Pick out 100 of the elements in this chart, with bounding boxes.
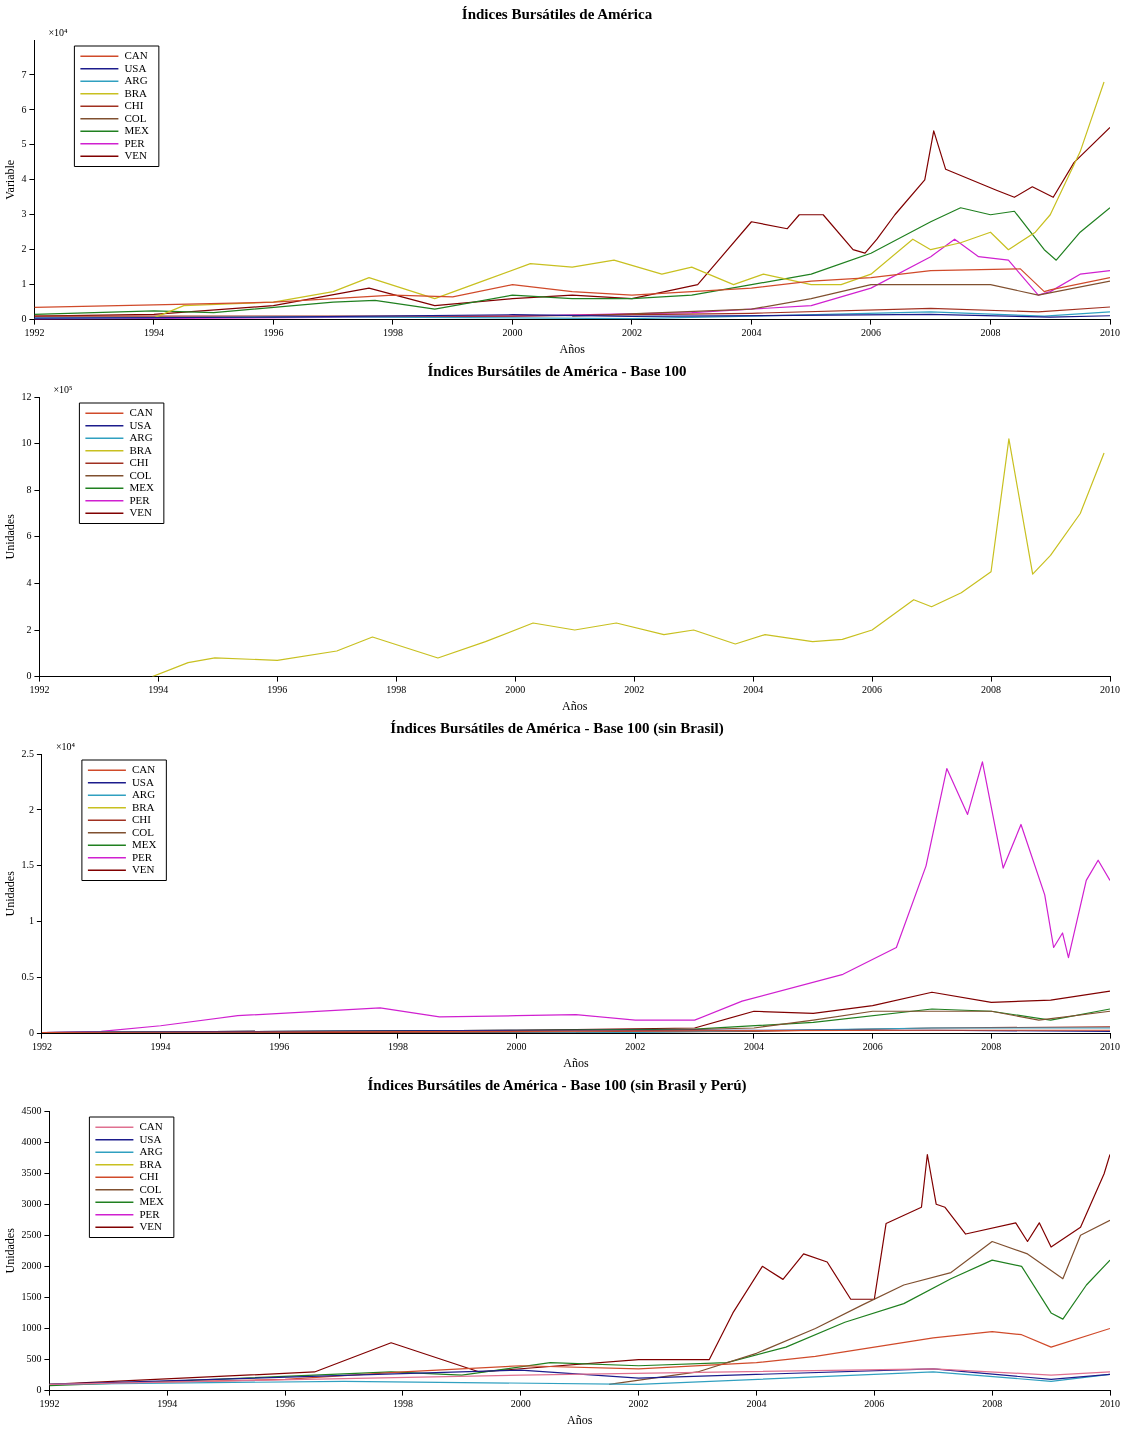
y-tick-label: 0: [36, 1384, 42, 1396]
x-tick-label: 2006: [860, 327, 881, 339]
legend-label: CHI: [129, 456, 149, 469]
x-tick-label: 1998: [382, 327, 403, 339]
x-tick-label: 2002: [621, 327, 642, 339]
x-tick-label: 1998: [392, 1398, 413, 1410]
x-tick-label: 1992: [24, 327, 45, 339]
legend-label: VEN: [129, 506, 153, 519]
legend-label: ARG: [131, 788, 156, 801]
x-tick-label: 2004: [743, 1041, 764, 1053]
legend-label: CAN: [131, 763, 156, 776]
y-tick-label: 6: [21, 103, 27, 115]
y-tick-label: 6: [26, 530, 32, 542]
legend-label: USA: [129, 418, 152, 431]
legend-label: CAN: [129, 406, 153, 419]
x-tick-label: 1994: [143, 327, 164, 339]
legend-label: COL: [131, 825, 155, 838]
chart-title: Índices Bursátiles de América - Base 100 (sin Brasil): [390, 719, 724, 737]
y-tick-label: 2500: [21, 1228, 42, 1240]
x-tick-label: 2002: [628, 1398, 649, 1410]
x-axis-title: Años: [563, 1055, 589, 1070]
y-tick-label: 1500: [21, 1291, 42, 1303]
x-tick-label: 1994: [150, 1041, 171, 1053]
x-tick-label: 1998: [386, 684, 407, 696]
legend-label: BRA: [124, 86, 148, 99]
y-axis-title: Unidades: [3, 870, 18, 917]
x-tick-label: 2008: [981, 1041, 1002, 1053]
legend-label: BRA: [131, 800, 155, 813]
legend-label: MEX: [129, 481, 154, 494]
x-tick-label: 2006: [864, 1398, 885, 1410]
x-tick-label: 1996: [275, 1398, 296, 1410]
y-tick-label: 4: [21, 173, 27, 185]
legend-label: PER: [139, 1207, 161, 1220]
y-tick-label: 2: [21, 243, 27, 255]
legend-label: CHI: [139, 1170, 159, 1183]
y-tick-label: 10: [21, 437, 32, 449]
legend-label: PER: [124, 136, 146, 149]
legend-label: ARG: [139, 1145, 163, 1158]
y-tick-label: 1: [21, 278, 27, 290]
legend-label: PER: [131, 850, 153, 863]
x-tick-label: 1996: [269, 1041, 290, 1053]
y-tick-label: 5: [21, 138, 27, 150]
x-tick-label: 1998: [387, 1041, 408, 1053]
x-tick-label: 2000: [510, 1398, 531, 1410]
x-tick-label: 1992: [31, 1041, 52, 1053]
text: ×10⁴: [55, 740, 76, 752]
x-axis-title: Años: [567, 1412, 593, 1427]
y-tick-label: 4: [26, 577, 32, 589]
legend-label: MEX: [124, 124, 149, 137]
y-tick-label: 2: [26, 623, 32, 635]
y-tick-label: 8: [26, 483, 32, 495]
x-tick-label: 2010: [1100, 684, 1120, 696]
legend-label: ARG: [129, 431, 153, 444]
x-tick-label: 2006: [862, 684, 883, 696]
y-tick-label: 12: [21, 390, 32, 402]
legend-label: CHI: [131, 813, 152, 826]
x-tick-label: 2004: [743, 684, 764, 696]
legend-label: MEX: [139, 1195, 164, 1208]
legend-label: COL: [129, 468, 152, 481]
y-tick-label: 500: [26, 1353, 42, 1365]
x-tick-label: 2010: [1100, 1398, 1120, 1410]
legend-label: MEX: [131, 838, 157, 851]
y-tick-label: 7: [21, 68, 27, 80]
x-tick-label: 2004: [741, 327, 762, 339]
y-tick-label: 3: [21, 208, 27, 220]
x-tick-label: 2008: [982, 1398, 1003, 1410]
x-tick-label: 1994: [148, 684, 169, 696]
x-tick-label: 1996: [263, 327, 284, 339]
y-tick-label: 0: [28, 1027, 34, 1039]
legend-label: COL: [139, 1182, 162, 1195]
x-tick-label: 2010: [1100, 1041, 1120, 1053]
legend-label: CHI: [124, 99, 144, 112]
y-tick-label: 0: [21, 313, 27, 325]
x-tick-label: 2004: [746, 1398, 767, 1410]
x-tick-label: 2000: [506, 1041, 527, 1053]
x-tick-label: 2006: [862, 1041, 883, 1053]
legend-label: COL: [124, 111, 147, 124]
y-tick-label: 0.5: [21, 971, 34, 983]
legend-label: ARG: [124, 74, 148, 87]
y-tick-label: 2000: [21, 1259, 42, 1271]
x-tick-label: 2000: [505, 684, 526, 696]
x-axis-title: Años: [562, 698, 588, 713]
y-axis-title: Variable: [3, 159, 18, 200]
y-tick-label: 1000: [21, 1322, 42, 1334]
x-axis-title: Años: [559, 341, 586, 356]
chart-title: Índices Bursátiles de América: [461, 5, 653, 22]
x-tick-label: 2008: [981, 684, 1002, 696]
x-tick-label: 2000: [502, 327, 523, 339]
legend-label: BRA: [139, 1157, 163, 1170]
x-tick-label: 1992: [39, 1398, 60, 1410]
y-tick-label: 2.5: [21, 747, 34, 759]
x-tick-label: 1992: [29, 684, 50, 696]
y-tick-label: 4000: [21, 1135, 42, 1147]
y-tick-label: 2: [28, 803, 34, 815]
x-tick-label: 1996: [267, 684, 288, 696]
y-tick-label: 1.5: [21, 859, 34, 871]
y-tick-label: 3000: [21, 1197, 42, 1209]
y-axis-title: Unidades: [3, 513, 18, 560]
y-tick-label: 3500: [21, 1166, 42, 1178]
x-tick-label: 2010: [1100, 327, 1120, 339]
